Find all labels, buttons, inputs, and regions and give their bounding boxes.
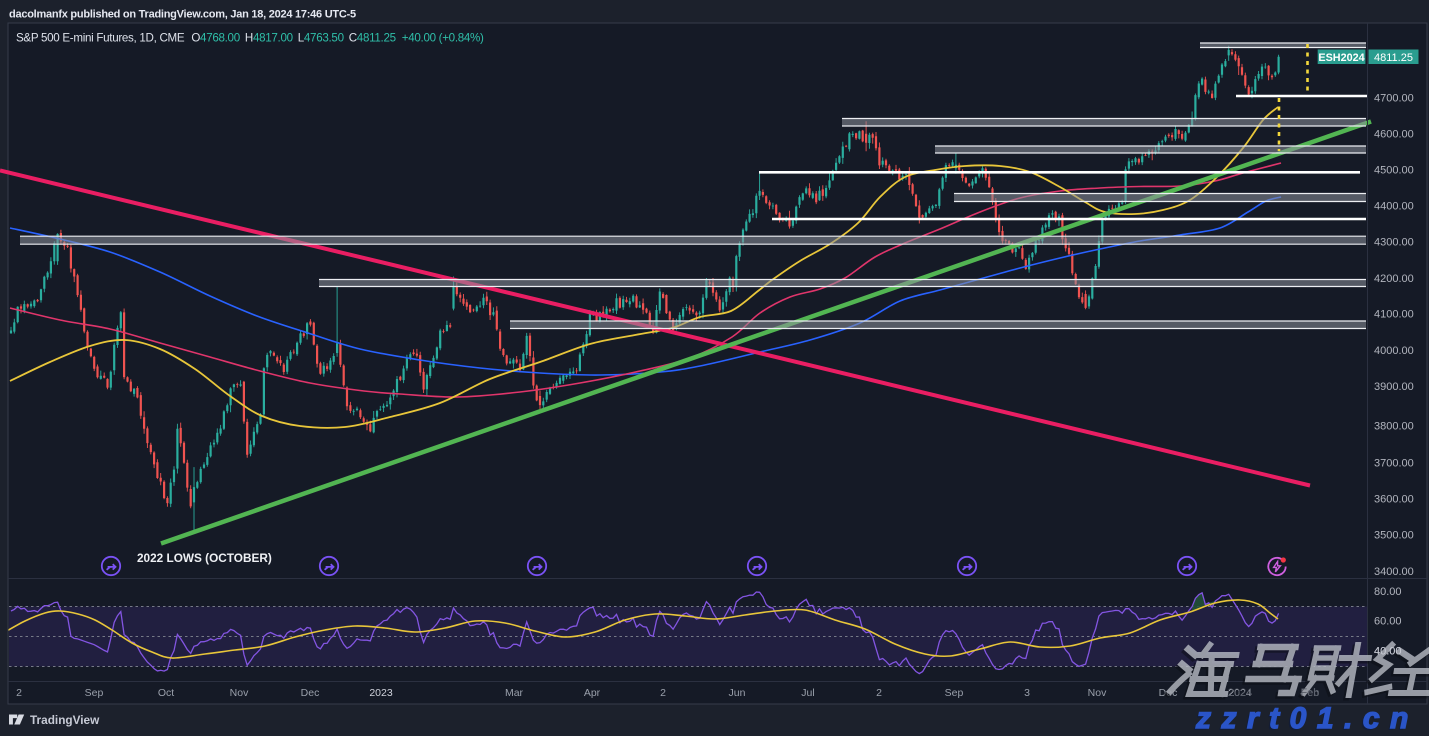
svg-text:3800.00: 3800.00 bbox=[1374, 421, 1414, 433]
svg-text:60.00: 60.00 bbox=[1374, 615, 1402, 627]
svg-text:2: 2 bbox=[660, 687, 666, 699]
svg-text:2: 2 bbox=[16, 687, 22, 699]
svg-text:Feb: Feb bbox=[1301, 687, 1320, 699]
svg-text:2024: 2024 bbox=[1228, 687, 1252, 699]
svg-text:ESH2024: ESH2024 bbox=[1318, 52, 1364, 64]
svg-text:zzrt01.cn: zzrt01.cn bbox=[1195, 702, 1419, 735]
svg-text:Jul: Jul bbox=[801, 687, 814, 699]
svg-text:4100.00: 4100.00 bbox=[1374, 309, 1414, 321]
svg-text:3500.00: 3500.00 bbox=[1374, 530, 1414, 542]
svg-text:dacolmanfx published on Tradin: dacolmanfx published on TradingView.com,… bbox=[9, 9, 356, 21]
svg-text:3400.00: 3400.00 bbox=[1374, 566, 1414, 578]
svg-text:80.00: 80.00 bbox=[1374, 586, 1402, 598]
svg-text:2022 LOWS (OCTOBER): 2022 LOWS (OCTOBER) bbox=[137, 551, 272, 565]
svg-text:Nov: Nov bbox=[1088, 687, 1107, 699]
svg-text:3600.00: 3600.00 bbox=[1374, 494, 1414, 506]
svg-text:40.00: 40.00 bbox=[1374, 646, 1402, 658]
svg-text:4200.00: 4200.00 bbox=[1374, 273, 1414, 285]
svg-text:Nov: Nov bbox=[230, 687, 249, 699]
svg-text:TradingView: TradingView bbox=[30, 713, 100, 727]
svg-text:3700.00: 3700.00 bbox=[1374, 457, 1414, 469]
svg-text:2: 2 bbox=[876, 687, 882, 699]
svg-text:S&P 500 E-mini Futures, 1D, CM: S&P 500 E-mini Futures, 1D, CME O4768.00 H… bbox=[16, 32, 484, 45]
svg-text:4600.00: 4600.00 bbox=[1374, 128, 1414, 140]
svg-text:4500.00: 4500.00 bbox=[1374, 164, 1414, 176]
svg-text:4300.00: 4300.00 bbox=[1374, 237, 1414, 249]
svg-text:Dec: Dec bbox=[301, 687, 320, 699]
svg-text:Sep: Sep bbox=[945, 687, 964, 699]
svg-text:Mar: Mar bbox=[505, 687, 524, 699]
svg-text:Oct: Oct bbox=[158, 687, 174, 699]
svg-text:Jun: Jun bbox=[729, 687, 746, 699]
svg-text:Sep: Sep bbox=[85, 687, 104, 699]
svg-text:4400.00: 4400.00 bbox=[1374, 200, 1414, 212]
svg-text:Apr: Apr bbox=[584, 687, 601, 699]
svg-text:3900.00: 3900.00 bbox=[1374, 381, 1414, 393]
svg-text:zzrt01.cn: zzrt01.cn bbox=[1193, 704, 1417, 736]
svg-text:4000.00: 4000.00 bbox=[1374, 345, 1414, 357]
svg-text:4700.00: 4700.00 bbox=[1374, 92, 1414, 104]
svg-text:2023: 2023 bbox=[369, 687, 393, 699]
svg-text:4811.25: 4811.25 bbox=[1374, 52, 1413, 64]
svg-text:3: 3 bbox=[1024, 687, 1030, 699]
svg-text:2024: 2024 bbox=[1228, 687, 1252, 699]
